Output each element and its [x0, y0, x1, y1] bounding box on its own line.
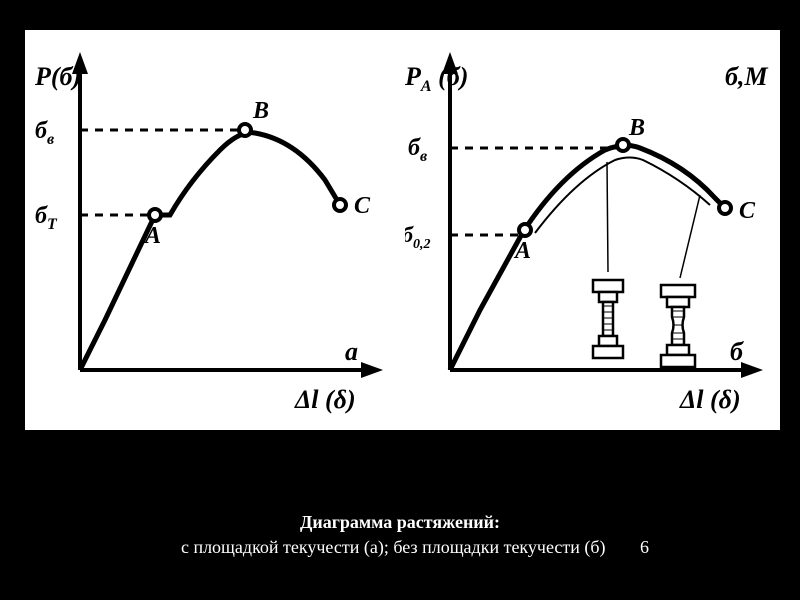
y-tick-sigma-02-b: б0,2 — [405, 222, 430, 252]
leader-lines — [607, 162, 700, 278]
y-axis-label-b: PA (б) — [405, 62, 468, 95]
specimen-uniform — [593, 280, 623, 358]
caption-title: Диаграмма растяжений: — [0, 510, 800, 535]
dashed-guides-a — [80, 130, 245, 215]
y-right-label-b: б,M — [725, 62, 768, 91]
stress-strain-curve-a — [80, 133, 340, 370]
point-A-a: А — [143, 207, 163, 249]
axes-a — [72, 52, 383, 378]
svg-text:А: А — [513, 238, 531, 264]
svg-text:С: С — [354, 193, 371, 219]
x-axis-label-b: Δl (δ) — [679, 385, 741, 414]
svg-text:С: С — [739, 198, 756, 224]
point-A-b: А — [513, 222, 533, 264]
caption: Диаграмма растяжений: с площадкой текуче… — [0, 510, 800, 560]
svg-text:А: А — [143, 223, 161, 249]
point-C-b: С — [717, 198, 756, 224]
x-axis-label-a: Δl (δ) — [294, 385, 356, 414]
caption-subtitle: с площадкой текучести (а); без площадки … — [0, 535, 800, 560]
y-tick-sigma-t-a: бT — [35, 203, 58, 233]
subplot-label-b: б — [730, 337, 744, 366]
plot-a: А В С P(б) бв бT а Δl (δ) — [25, 30, 405, 430]
specimen-necked — [661, 285, 695, 367]
svg-text:В: В — [252, 98, 269, 124]
diagram-panel: А В С P(б) бв бT а Δl (δ) — [25, 30, 780, 430]
dashed-guides-b — [450, 148, 623, 235]
svg-text:В: В — [628, 115, 645, 141]
y-tick-sigma-v-b: бв — [408, 135, 427, 165]
subplot-label-a: а — [345, 337, 358, 366]
plot-b: А В С PA (б) б,M бв б0,2 б Δl (δ) — [405, 30, 785, 430]
page-number: 6 — [640, 535, 649, 560]
y-axis-label-a: P(б) — [34, 62, 81, 91]
y-tick-sigma-v-a: бв — [35, 118, 54, 148]
